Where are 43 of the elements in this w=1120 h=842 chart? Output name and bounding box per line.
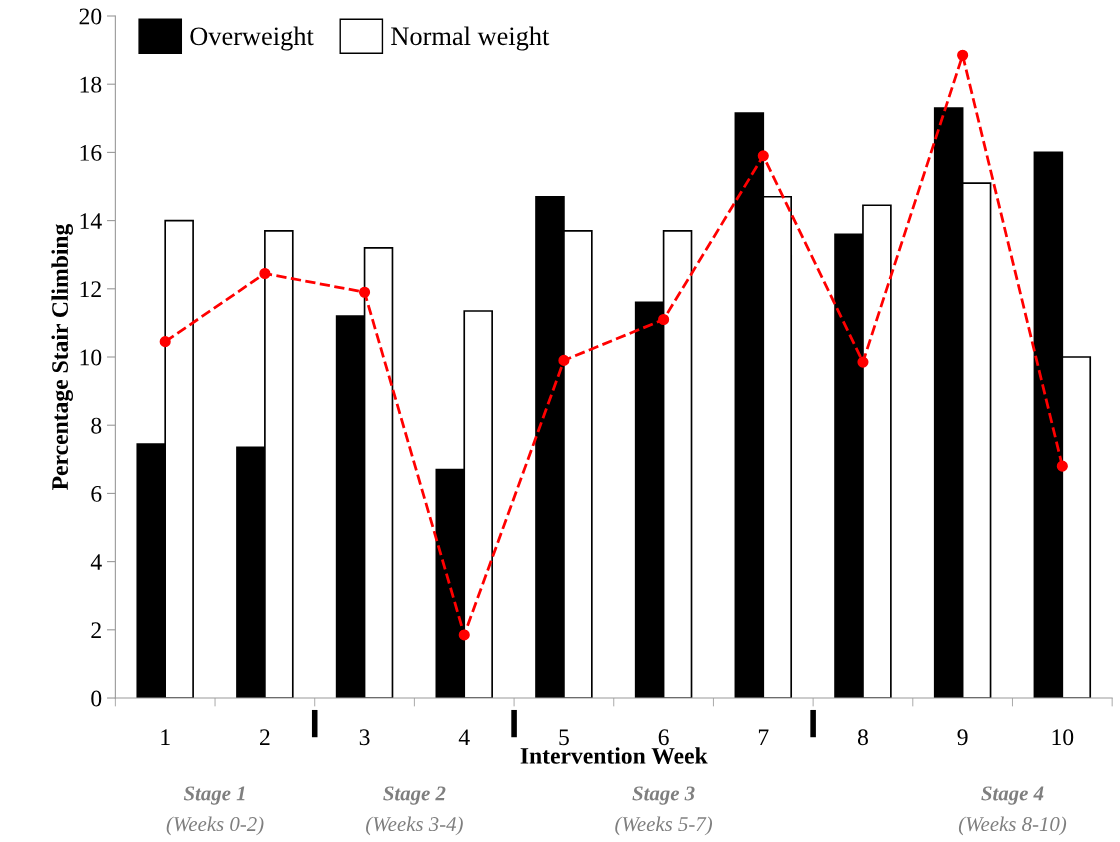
y-tick-label: 10 — [80, 349, 102, 366]
y-tick-label: 0 — [91, 690, 102, 707]
point — [658, 313, 670, 326]
y-tick-label: 16 — [80, 144, 102, 161]
point — [259, 267, 271, 280]
point — [359, 286, 371, 298]
point — [458, 629, 470, 641]
x-tick-label: 10 — [1052, 729, 1074, 746]
legend-label: Overweight — [190, 26, 314, 51]
y-tick-label: 4 — [90, 554, 102, 570]
x-tick-label: 8 — [857, 729, 868, 746]
y-tick-label: 12 — [80, 281, 101, 297]
legend-label: Normal weight — [391, 26, 550, 51]
point — [558, 354, 570, 366]
point — [857, 356, 869, 368]
point — [957, 49, 969, 61]
text: (Weeks 3-4) — [366, 816, 463, 836]
text: (Weeks 5-7) — [615, 816, 713, 836]
y-tick-label: 8 — [91, 417, 102, 434]
point — [757, 150, 769, 162]
x-tick-label: 1 — [161, 729, 170, 745]
x-tick-label: 9 — [957, 729, 968, 746]
y-tick-label: 20 — [79, 8, 102, 25]
point — [1056, 460, 1068, 472]
text: Stage 3 — [632, 786, 695, 805]
x-tick-label: 6 — [658, 729, 669, 746]
y-axis-title: Percentage Stair Climbing — [51, 223, 73, 490]
point — [159, 336, 171, 348]
text: Stage 1 — [183, 786, 245, 805]
x-tick-label: 5 — [559, 729, 569, 746]
y-tick-label: 6 — [91, 485, 102, 502]
y-tick-label: 18 — [80, 76, 102, 93]
y-tick-label: 2 — [91, 622, 101, 639]
text: (Weeks 0-2) — [166, 816, 264, 836]
text: Stage 2 — [383, 786, 446, 805]
x-tick-label: 2 — [260, 729, 270, 745]
text: Stage 4 — [981, 786, 1044, 805]
y-tick-label: 14 — [80, 213, 102, 229]
x-tick-label: 7 — [758, 729, 769, 745]
x-tick-label: 3 — [359, 729, 370, 746]
x-axis-title: Intervention Week — [520, 747, 708, 764]
x-tick-label: 4 — [458, 729, 470, 745]
text: (Weeks 8-10) — [958, 816, 1067, 836]
